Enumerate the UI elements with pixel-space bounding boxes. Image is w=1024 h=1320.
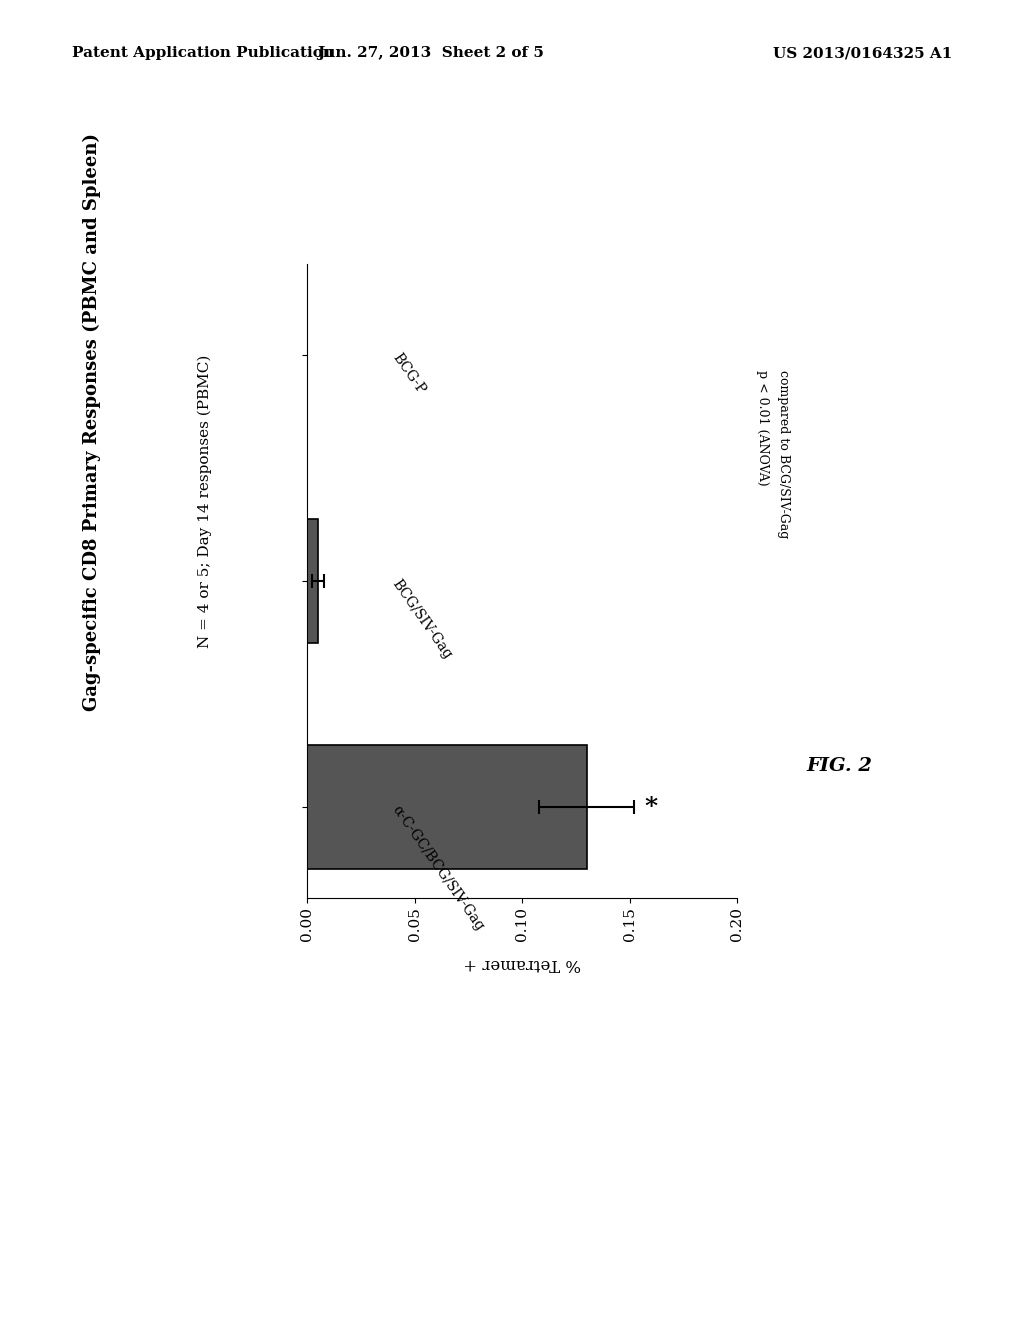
Text: BCG-P: BCG-P	[390, 351, 428, 397]
Text: Jun. 27, 2013  Sheet 2 of 5: Jun. 27, 2013 Sheet 2 of 5	[316, 46, 544, 61]
Text: α-C-GC/BCG/SIV-Gag: α-C-GC/BCG/SIV-Gag	[390, 803, 486, 933]
Text: Gag-specific CD8 Primary Responses (PBMC and Spleen): Gag-specific CD8 Primary Responses (PBMC…	[83, 133, 101, 711]
X-axis label: % Tetramer +: % Tetramer +	[464, 956, 581, 973]
Bar	[307, 519, 317, 643]
Text: FIG. 2: FIG. 2	[807, 756, 872, 775]
Text: compared to BCG/SIV-Gag: compared to BCG/SIV-Gag	[777, 370, 790, 539]
Bar	[307, 744, 587, 869]
Text: *: *	[645, 795, 658, 818]
Text: p < 0.01 (ANOVA): p < 0.01 (ANOVA)	[757, 370, 769, 486]
Text: BCG/SIV-Gag: BCG/SIV-Gag	[390, 577, 455, 661]
Text: N = 4 or 5; Day 14 responses (PBMC): N = 4 or 5; Day 14 responses (PBMC)	[198, 355, 212, 648]
Text: US 2013/0164325 A1: US 2013/0164325 A1	[773, 46, 952, 61]
Text: Patent Application Publication: Patent Application Publication	[72, 46, 334, 61]
